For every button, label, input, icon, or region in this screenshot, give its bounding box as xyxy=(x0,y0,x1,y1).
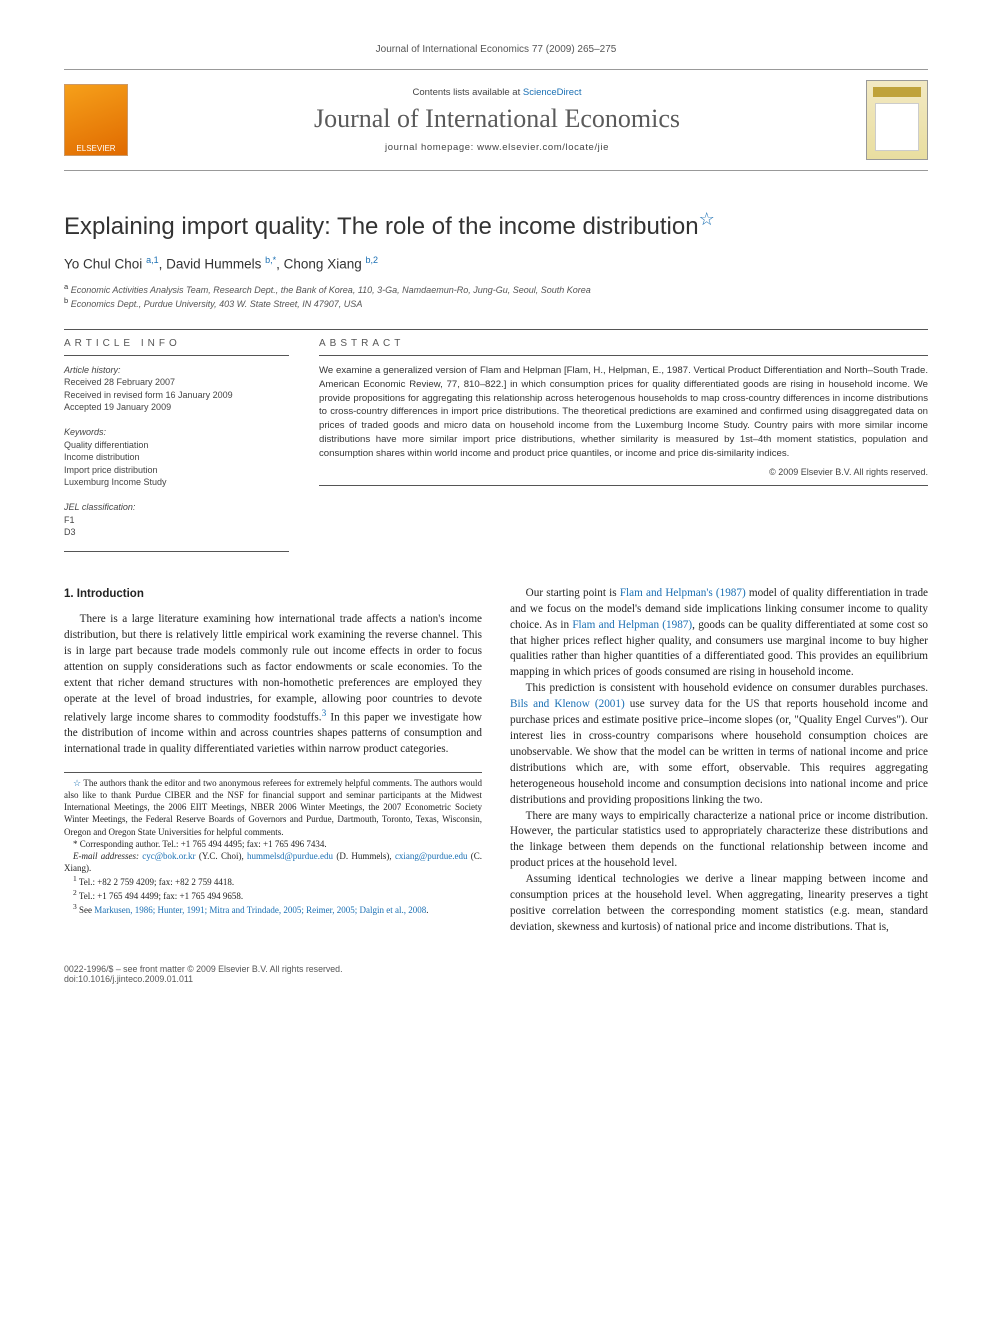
contents-prefix: Contents lists available at xyxy=(413,87,523,98)
body-paragraph: Our starting point is Flam and Helpman's… xyxy=(510,586,928,681)
affiliation-a: a Economic Activities Analysis Team, Res… xyxy=(64,282,928,297)
article-info-column: ARTICLE INFO Article history: Received 2… xyxy=(64,338,289,552)
contents-lists-line: Contents lists available at ScienceDirec… xyxy=(146,87,848,98)
author-3-name: Chong Xiang xyxy=(284,257,366,272)
citation-flam-helpman-1987b[interactable]: Flam and Helpman (1987) xyxy=(572,619,692,631)
footnote-2: 2 Tel.: +1 765 494 4499; fax: +1 765 494… xyxy=(64,888,482,902)
author-sep: , xyxy=(276,257,284,272)
author-1-affil-sup: a,1 xyxy=(146,255,159,265)
section-1-heading: 1. Introduction xyxy=(64,586,482,602)
emails-label: E-mail addresses: xyxy=(73,851,142,861)
affiliation-b-text: Economics Dept., Purdue University, 403 … xyxy=(71,299,363,309)
journal-homepage-line: journal homepage: www.elsevier.com/locat… xyxy=(146,142,848,153)
citation-bils-klenow-2001[interactable]: Bils and Klenow (2001) xyxy=(510,698,625,710)
history-received: Received 28 February 2007 xyxy=(64,376,289,389)
front-matter-line: 0022-1996/$ – see front matter © 2009 El… xyxy=(64,964,343,974)
footnote-3-citations[interactable]: Markusen, 1986; Hunter, 1991; Mitra and … xyxy=(94,905,426,915)
email-link-1[interactable]: cyc@bok.or.kr xyxy=(142,851,195,861)
keywords-label: Keywords: xyxy=(64,426,289,439)
page-footer: 0022-1996/$ – see front matter © 2009 El… xyxy=(64,964,928,984)
footnote-3: 3 See Markusen, 1986; Hunter, 1991; Mitr… xyxy=(64,902,482,916)
keywords-block: Keywords: Quality differentiation Income… xyxy=(64,426,289,489)
body-paragraph: There are many ways to empirically chara… xyxy=(510,809,928,873)
homepage-url[interactable]: www.elsevier.com/locate/jie xyxy=(477,142,609,153)
jel-code: D3 xyxy=(64,526,289,539)
author-1-name: Yo Chul Choi xyxy=(64,257,146,272)
jel-label: JEL classification: xyxy=(64,501,289,514)
masthead-center: Contents lists available at ScienceDirec… xyxy=(146,87,848,153)
thanks-footnote: The authors thank the editor and two ano… xyxy=(64,777,482,838)
homepage-label: journal homepage: xyxy=(385,142,477,153)
info-abstract-row: ARTICLE INFO Article history: Received 2… xyxy=(64,329,928,552)
body-paragraph: There is a large literature examining ho… xyxy=(64,612,482,758)
keyword-item: Luxemburg Income Study xyxy=(64,476,289,489)
jel-code: F1 xyxy=(64,514,289,527)
body-paragraph: Assuming identical technologies we deriv… xyxy=(510,872,928,936)
abstract-column: ABSTRACT We examine a generalized versio… xyxy=(319,338,928,552)
footnote-3-text-b: . xyxy=(426,905,428,915)
footnotes-block: The authors thank the editor and two ano… xyxy=(64,772,482,917)
info-bottom-rule xyxy=(64,551,289,552)
citation-flam-helpman-1987a[interactable]: Flam and Helpman's (1987) xyxy=(620,587,746,599)
p3-text-a: This prediction is consistent with house… xyxy=(526,682,928,694)
keyword-item: Import price distribution xyxy=(64,464,289,477)
authors-line: Yo Chul Choi a,1, David Hummels b,*, Cho… xyxy=(64,255,928,272)
article-info-heading: ARTICLE INFO xyxy=(64,338,289,356)
email-link-2[interactable]: hummelsd@purdue.edu xyxy=(247,851,333,861)
author-3-affil-sup: b,2 xyxy=(365,255,378,265)
email-link-3[interactable]: cxiang@purdue.edu xyxy=(395,851,468,861)
title-footnote-star-icon: ☆ xyxy=(699,209,715,229)
email-2-who: (D. Hummels), xyxy=(333,851,395,861)
email-1-who: (Y.C. Choi), xyxy=(196,851,247,861)
journal-cover-thumbnail xyxy=(866,80,928,160)
author-sep: , xyxy=(159,257,167,272)
emails-footnote: E-mail addresses: cyc@bok.or.kr (Y.C. Ch… xyxy=(64,850,482,874)
affiliation-b: b Economics Dept., Purdue University, 40… xyxy=(64,296,928,311)
abstract-bottom-rule xyxy=(319,485,928,486)
sciencedirect-link[interactable]: ScienceDirect xyxy=(523,87,582,98)
journal-masthead: ELSEVIER Contents lists available at Sci… xyxy=(64,69,928,171)
corresponding-author-footnote: * Corresponding author. Tel.: +1 765 494… xyxy=(64,838,482,850)
history-accepted: Accepted 19 January 2009 xyxy=(64,401,289,414)
article-body: 1. Introduction There is a large literat… xyxy=(64,586,928,936)
history-revised: Received in revised form 16 January 2009 xyxy=(64,389,289,402)
author-2-affil-sup: b,* xyxy=(265,255,276,265)
journal-name: Journal of International Economics xyxy=(146,104,848,134)
affiliations: a Economic Activities Analysis Team, Res… xyxy=(64,282,928,311)
abstract-text: We examine a generalized version of Flam… xyxy=(319,364,928,461)
article-title: Explaining import quality: The role of t… xyxy=(64,209,928,241)
running-head: Journal of International Economics 77 (2… xyxy=(64,44,928,55)
body-paragraph: This prediction is consistent with house… xyxy=(510,681,928,808)
footnote-3-text-a: See xyxy=(79,905,94,915)
title-text: Explaining import quality: The role of t… xyxy=(64,213,699,240)
affiliation-a-text: Economic Activities Analysis Team, Resea… xyxy=(71,285,591,295)
abstract-heading: ABSTRACT xyxy=(319,338,928,356)
doi-line: doi:10.1016/j.jinteco.2009.01.011 xyxy=(64,974,343,984)
jel-block: JEL classification: F1 D3 xyxy=(64,501,289,539)
article-history-label: Article history: xyxy=(64,364,289,377)
p3-text-b: use survey data for the US that reports … xyxy=(510,698,928,805)
footer-left: 0022-1996/$ – see front matter © 2009 El… xyxy=(64,964,343,984)
author-2-name: David Hummels xyxy=(166,257,265,272)
abstract-copyright: © 2009 Elsevier B.V. All rights reserved… xyxy=(319,467,928,477)
p1-text-a: There is a large literature examining ho… xyxy=(64,613,482,723)
footnote-2-text: Tel.: +1 765 494 4499; fax: +1 765 494 9… xyxy=(79,891,243,901)
article-history-block: Article history: Received 28 February 20… xyxy=(64,364,289,414)
footnote-1: 1 Tel.: +82 2 759 4209; fax: +82 2 759 4… xyxy=(64,874,482,888)
elsevier-logo: ELSEVIER xyxy=(64,84,128,156)
keyword-item: Quality differentiation xyxy=(64,439,289,452)
keyword-item: Income distribution xyxy=(64,451,289,464)
p2-text-a: Our starting point is xyxy=(526,587,620,599)
footnote-1-text: Tel.: +82 2 759 4209; fax: +82 2 759 441… xyxy=(79,877,234,887)
